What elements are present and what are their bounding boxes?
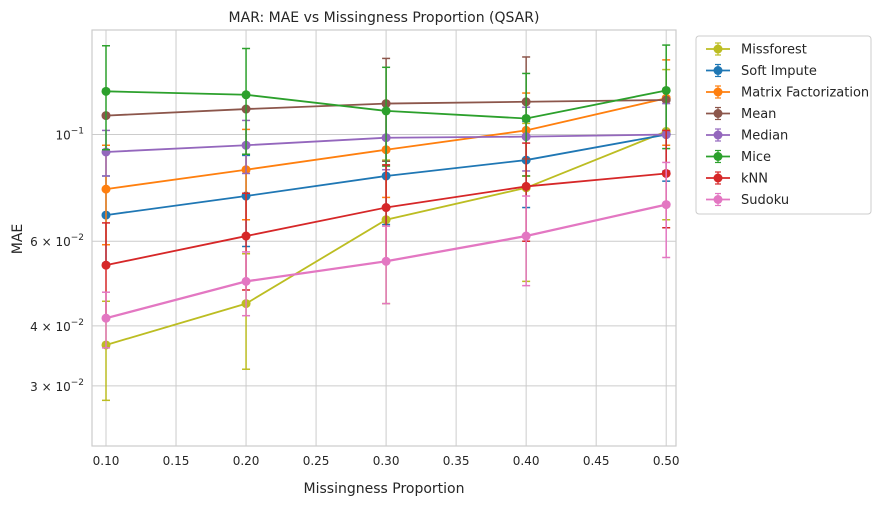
series-sudoku [101,161,671,349]
chart-title: MAR: MAE vs Missingness Proportion (QSAR… [229,10,540,26]
y-tick-label: 4 × 10−2 [30,318,84,334]
legend-item: Sudoku [706,192,789,208]
legend-label: Sudoku [741,193,789,208]
legend-item: Mice [706,149,771,165]
legend-item: Soft Impute [706,63,817,79]
legend-label: Matrix Factorization [741,86,869,101]
x-tick-label: 0.15 [163,454,190,468]
series-layer [101,44,671,402]
data-point [241,231,251,241]
x-tick-label: 0.10 [93,454,120,468]
data-point [241,90,251,100]
data-point [381,106,391,116]
legend-label: Soft Impute [741,64,817,79]
legend-box [695,35,872,215]
legend-item: Matrix Factorization [706,85,869,101]
x-tick-label: 0.40 [513,454,540,468]
legend-label: Mean [741,107,776,122]
legend-label: Median [741,129,788,144]
legend-label: Missforest [741,43,807,58]
legend-marker [713,66,723,75]
data-point [381,203,391,213]
legend-item: kNN [706,171,768,187]
legend-item: Missforest [706,42,807,58]
legend-marker [713,173,723,183]
x-axis-label: Missingness Proportion [304,481,465,497]
x-tick-label: 0.35 [443,454,470,468]
x-tick-label: 0.20 [233,454,260,468]
data-point [101,313,111,323]
plot-frame [91,29,677,447]
y-tick-label: 3 × 10−2 [30,378,84,394]
data-point [521,231,531,241]
data-point [101,184,111,194]
data-point [521,181,531,191]
legend-marker [713,195,723,204]
legend-marker [713,87,723,97]
legend: Missforest Soft Impute Matrix Factorizatio… [695,35,872,215]
data-point [241,276,251,286]
data-point [521,113,531,123]
data-point [101,260,111,270]
data-point [661,200,671,210]
x-tick-label: 0.45 [583,454,610,468]
legend-label: kNN [741,172,768,187]
legend-label: Mice [741,150,771,165]
legend-marker [713,152,723,161]
legend-marker [713,109,723,118]
x-tick-label: 0.30 [373,454,400,468]
legend-item: Mean [706,106,776,122]
ticks-layer: 0.10 0.15 0.20 0.25 0.30 0.35 0.40 0.45 0.50 10−1… [30,127,679,468]
y-tick-label: 10−1 [55,127,84,143]
y-tick-label: 6 × 10−2 [30,233,84,249]
legend-marker [713,130,723,140]
legend-item: Median [706,128,788,144]
data-point [381,256,391,266]
legend-marker [713,44,723,54]
data-point [661,85,671,95]
y-axis-label: MAE [10,224,26,255]
data-point [101,86,111,96]
x-tick-label: 0.50 [653,454,680,468]
x-tick-label: 0.25 [303,454,330,468]
